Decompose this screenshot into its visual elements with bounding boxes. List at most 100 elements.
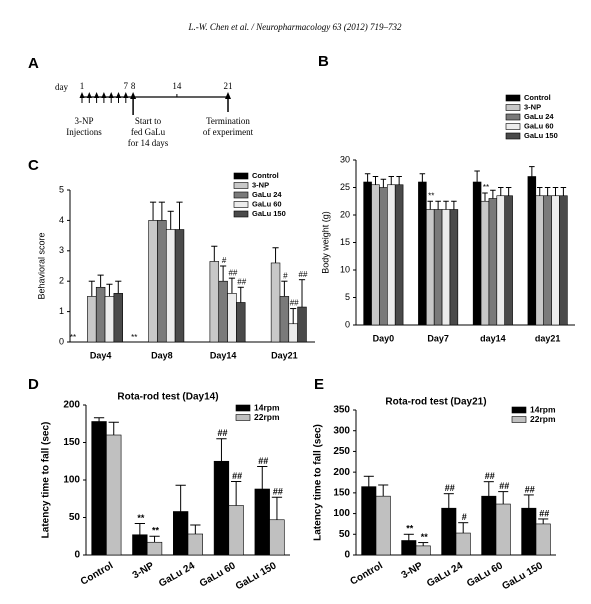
arrow-head — [101, 92, 107, 98]
arrow-head — [94, 92, 100, 98]
bar — [113, 293, 123, 343]
chart-title: Rota-rod test (Day14) — [117, 392, 218, 403]
bar — [379, 187, 388, 326]
legend-label: 22rpm — [530, 414, 556, 424]
legend-label: GaLu 60 — [252, 199, 282, 208]
bar — [472, 181, 482, 326]
day-label: 21 — [224, 81, 233, 91]
arrow-head — [123, 92, 129, 98]
day-label: 1 — [80, 81, 85, 91]
x-tick-label: Day8 — [151, 350, 173, 360]
y-tick-label: 50 — [339, 529, 351, 540]
y-tick-label: 100 — [333, 508, 350, 519]
x-tick-label: Control — [349, 560, 385, 587]
bar — [371, 184, 380, 326]
bar — [543, 195, 552, 326]
x-tick-label: Day14 — [210, 350, 237, 360]
significance-label: ** — [483, 183, 489, 192]
legend-label: GaLu 150 — [252, 209, 286, 218]
y-tick-label: 5 — [345, 292, 350, 302]
bar — [496, 195, 506, 326]
x-tick-label: 3-NP — [131, 560, 157, 581]
significance-label: ## — [525, 484, 535, 494]
significance-label: ## — [290, 299, 299, 308]
legend-swatch — [235, 404, 251, 412]
bar — [157, 220, 167, 343]
bar — [165, 229, 176, 343]
bar — [91, 421, 107, 556]
day-label: 8 — [131, 81, 136, 91]
x-tick-label: day14 — [480, 333, 506, 343]
significance-label: # — [462, 512, 467, 522]
injection-label: Injections — [66, 127, 102, 137]
significance-label: # — [222, 256, 227, 265]
bar — [269, 519, 285, 556]
x-tick-label: Day21 — [271, 350, 298, 360]
panel-letter: E — [314, 376, 324, 393]
legend-swatch — [505, 94, 521, 102]
y-tick-label: 2 — [59, 276, 64, 286]
x-tick-label: day21 — [535, 333, 561, 343]
bar — [551, 195, 560, 326]
header: L.-W. Chen et al. / Neuropharmacology 63… — [187, 22, 402, 32]
day-label: 14 — [172, 81, 182, 91]
bar — [279, 296, 290, 343]
legend-swatch — [505, 104, 521, 111]
legend-swatch — [233, 191, 249, 199]
significance-label: ** — [131, 333, 137, 342]
legend-swatch — [233, 172, 249, 180]
panel-letter: D — [28, 376, 39, 393]
panel-letter: C — [28, 157, 39, 174]
legend-swatch — [505, 113, 521, 121]
legend-swatch — [511, 416, 527, 423]
y-tick-label: 200 — [333, 467, 350, 478]
y-tick-label: 100 — [63, 475, 80, 486]
bar — [187, 533, 203, 556]
bar — [535, 523, 551, 556]
legend-label: 22rpm — [254, 412, 280, 422]
bar — [401, 540, 417, 556]
bar — [559, 195, 568, 326]
y-tick-label: 350 — [333, 405, 350, 416]
bar — [173, 511, 189, 556]
injection-label: 3-NP — [74, 116, 93, 126]
panel-letter: A — [28, 55, 39, 72]
x-tick-label: Day0 — [373, 333, 395, 343]
legend-label: Control — [252, 171, 279, 180]
y-tick-label: 150 — [333, 487, 350, 498]
y-tick-label: 200 — [63, 400, 80, 411]
bar — [218, 280, 228, 343]
bar — [455, 532, 471, 556]
significance-label: ## — [217, 428, 227, 438]
legend-swatch — [233, 210, 249, 218]
legend-label: 14rpm — [530, 404, 556, 414]
legend-label: 3-NP — [252, 180, 269, 189]
y-tick-label: 0 — [74, 550, 80, 561]
legend-swatch — [233, 182, 249, 189]
bar — [387, 184, 396, 326]
x-tick-label: GaLu 150 — [500, 560, 545, 592]
arrow-head — [108, 92, 114, 98]
x-tick-label: Control — [79, 560, 115, 587]
significance-label: ** — [421, 532, 429, 542]
bar — [174, 229, 185, 343]
legend-label: 14rpm — [254, 402, 280, 412]
bar — [104, 296, 115, 343]
significance-label: ## — [273, 487, 283, 497]
y-tick-label: 0 — [344, 550, 350, 561]
y-axis-label: Latency time to fall (sec) — [313, 424, 324, 541]
x-tick-label: GaLu 24 — [425, 560, 465, 589]
bar — [521, 507, 537, 556]
bar — [527, 176, 537, 326]
significance-label: ## — [539, 508, 549, 518]
y-tick-label: 10 — [340, 264, 350, 274]
bar — [148, 220, 158, 343]
arrow-head — [130, 92, 137, 99]
legend-swatch — [235, 414, 251, 421]
bar — [415, 545, 431, 556]
bar — [270, 262, 281, 343]
y-tick-label: 30 — [340, 154, 350, 164]
y-axis-label: Latency time to fall (sec) — [41, 422, 52, 539]
legend-label: 3-NP — [524, 102, 541, 111]
